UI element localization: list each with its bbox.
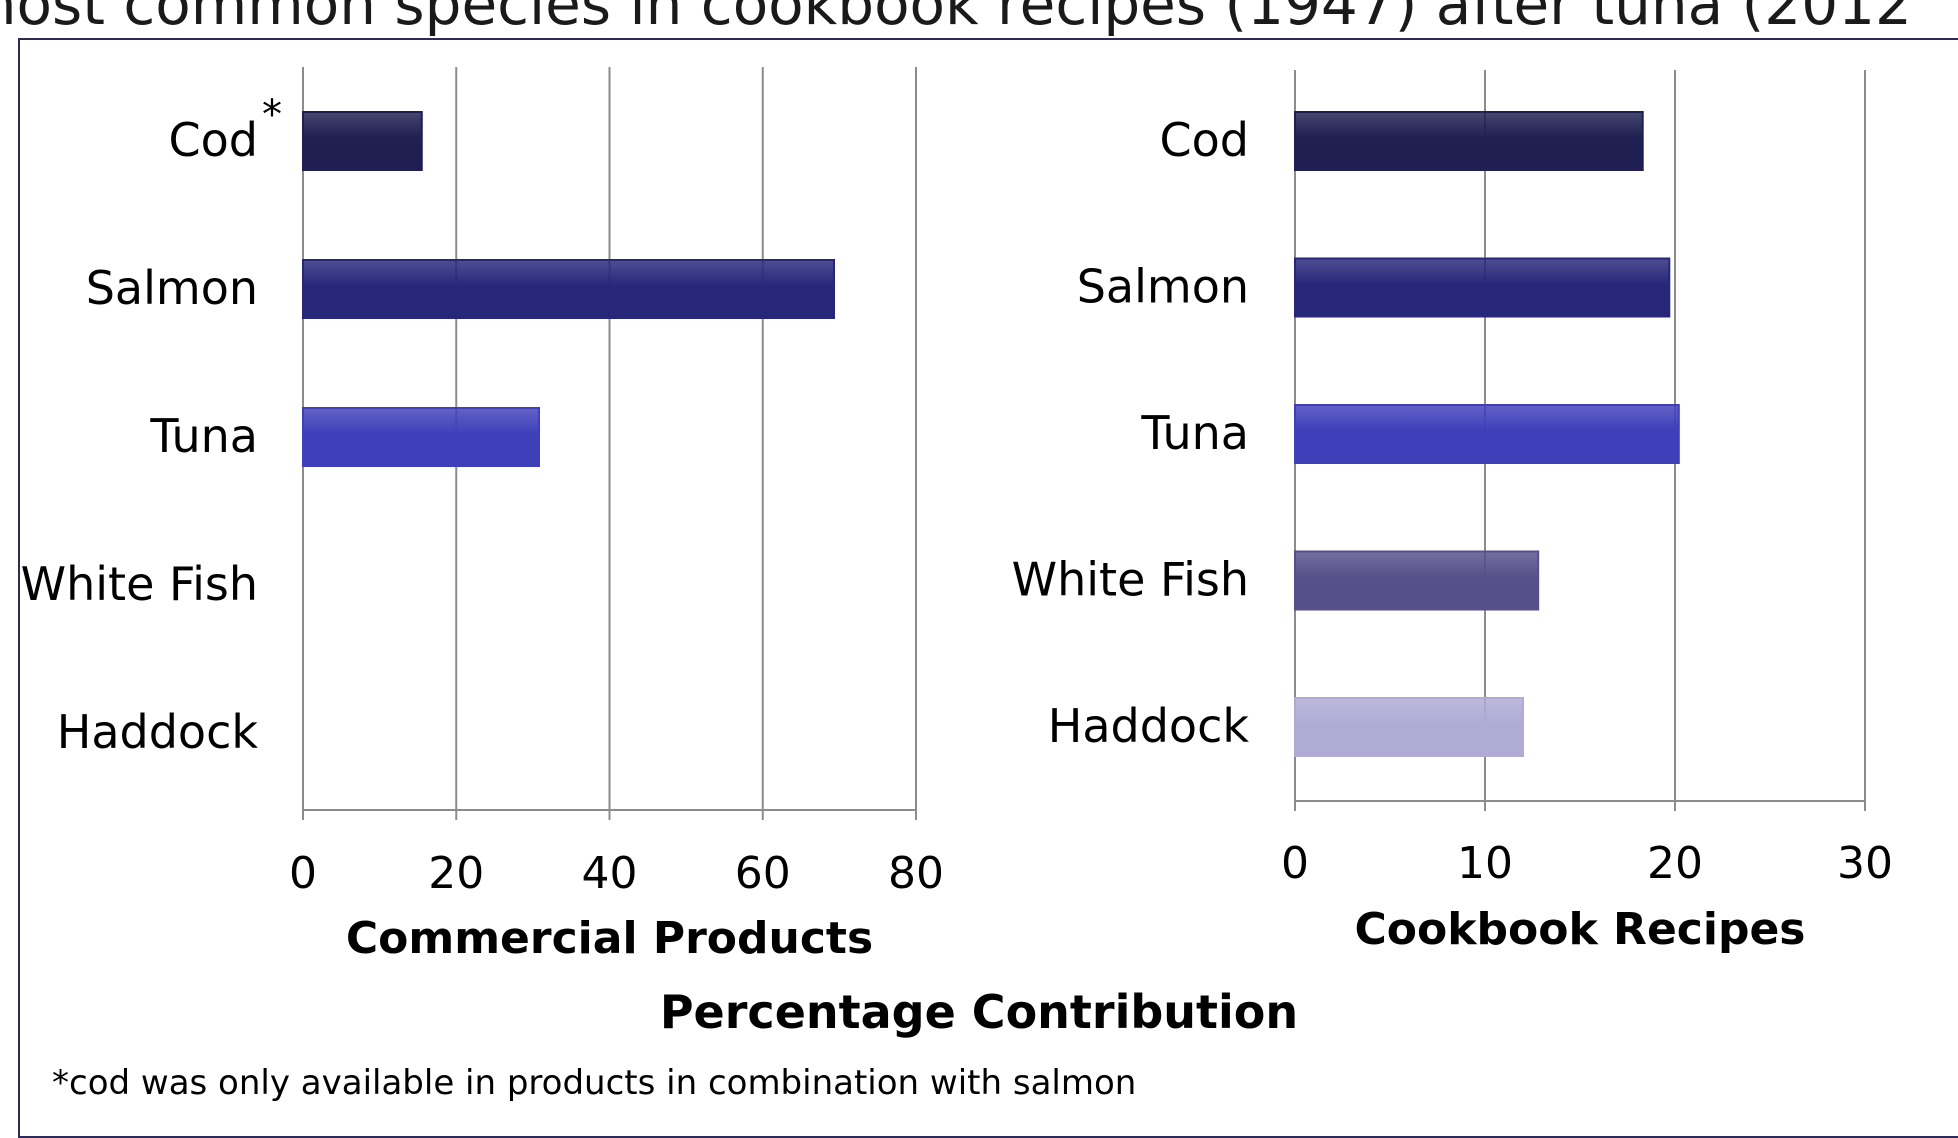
bar-haddock — [1294, 697, 1524, 757]
x-tick-label: 40 — [582, 848, 638, 899]
bar-salmon — [302, 259, 836, 319]
category-label-haddock: Haddock — [1048, 699, 1250, 753]
category-label-tuna: Tuna — [149, 409, 258, 463]
chart-title: most common species in cookbook recipes … — [0, 0, 1912, 38]
category-label-haddock: Haddock — [57, 705, 259, 759]
category-label-cod: Cod — [1160, 113, 1249, 167]
bar-cod — [1294, 111, 1644, 171]
x-tick-label: 0 — [289, 848, 317, 899]
commercial-products-chart: 0 20 40 60 80 Cod * Salmon Tuna White Fish Haddock… — [21, 67, 944, 964]
x-tick-label: 0 — [1281, 838, 1309, 889]
category-label-cod: Cod — [169, 113, 258, 167]
bar-salmon — [1294, 257, 1671, 318]
bar-tuna — [302, 407, 541, 467]
bar-white-fish — [1294, 550, 1540, 611]
x-axis-title: Commercial Products — [346, 913, 873, 964]
category-label-salmon: Salmon — [86, 261, 258, 315]
common-x-axis-label: Percentage Contribution — [659, 985, 1299, 1039]
x-tick-label: 30 — [1837, 838, 1893, 889]
category-label-white-fish: White Fish — [21, 557, 258, 611]
x-axis-title: Cookbook Recipes — [1355, 904, 1806, 955]
footnote: *cod was only available in products in c… — [52, 1063, 1137, 1103]
category-label-tuna: Tuna — [1140, 406, 1249, 460]
bar-tuna — [1294, 404, 1680, 464]
bar-cod — [302, 111, 423, 171]
x-tick-label: 20 — [1647, 838, 1703, 889]
cookbook-recipes-chart: 0 10 20 30 Cod Salmon Tuna White Fish Haddock Coo… — [1012, 70, 1893, 955]
x-tick-label: 60 — [735, 848, 791, 899]
x-tick-label: 20 — [428, 848, 484, 899]
footnote-marker: * — [262, 92, 282, 138]
category-label-salmon: Salmon — [1077, 260, 1249, 314]
category-label-white-fish: White Fish — [1012, 553, 1249, 607]
x-tick-label: 10 — [1457, 838, 1513, 889]
x-tick-label: 80 — [888, 848, 944, 899]
